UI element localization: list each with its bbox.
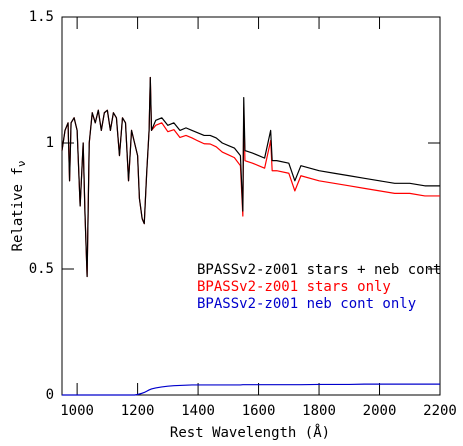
x-tick-label: 2200 xyxy=(423,403,457,419)
x-axis-label: Rest Wavelength (Å) xyxy=(170,424,330,441)
x-tick-label: 1400 xyxy=(181,403,215,419)
y-tick-label: 1.5 xyxy=(29,9,54,25)
spectrum-line xyxy=(61,76,440,278)
x-tick-label: 1000 xyxy=(60,403,94,419)
x-tick-label: 2000 xyxy=(363,403,397,419)
y-tick-label: 0 xyxy=(46,387,54,403)
legend-entry: BPASSv2-z001 stars + neb cont xyxy=(197,262,441,278)
y-tick-label: 1 xyxy=(46,135,54,151)
x-tick-label: 1600 xyxy=(242,403,276,419)
y-tick-label: 0.5 xyxy=(29,261,54,277)
x-tick-label: 1800 xyxy=(302,403,336,419)
plot-frame xyxy=(61,16,441,396)
spectrum-line xyxy=(61,76,440,278)
legend-entry: BPASSv2-z001 stars only xyxy=(197,279,391,295)
spectrum-line xyxy=(62,383,440,396)
legend-entry: BPASSv2-z001 neb cont only xyxy=(197,296,416,312)
x-tick-label: 1200 xyxy=(121,403,155,419)
y-label-subscript: ν xyxy=(15,161,28,168)
y-axis-label: Relative fν xyxy=(10,161,28,252)
y-label-main: Relative f xyxy=(10,167,26,251)
